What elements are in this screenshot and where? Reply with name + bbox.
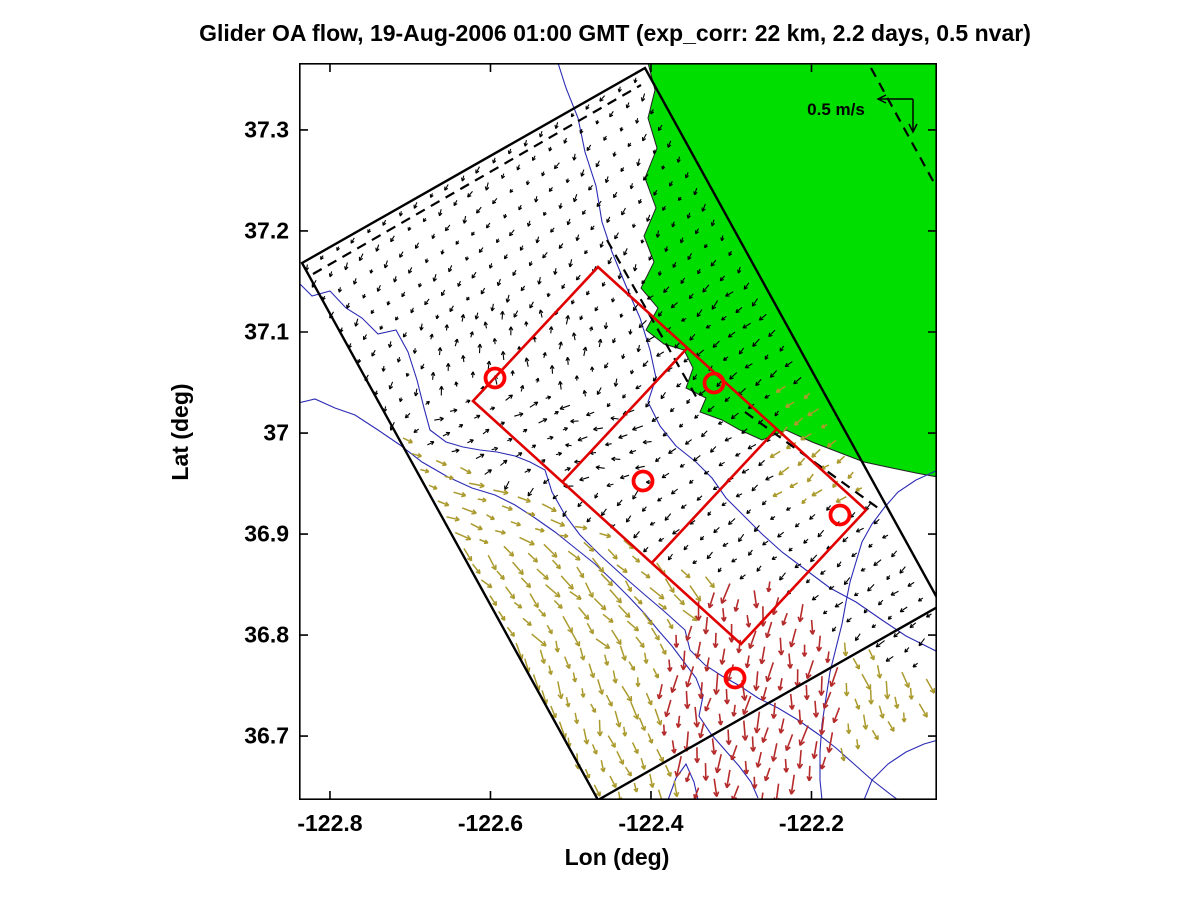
- axes-frame: [299, 63, 937, 800]
- dashed-boundary-line: [744, 411, 879, 509]
- x-tick-label: -122.8: [297, 810, 363, 836]
- glider-box-divider: [561, 347, 689, 483]
- glider-position-marker: [702, 371, 726, 395]
- velocity-scale-label: 0.5 m/s: [807, 100, 865, 119]
- land-polygon: [640, 63, 937, 478]
- x-tick-label: -122.4: [618, 810, 684, 836]
- plot-area: [299, 63, 937, 800]
- glider-position-marker: [828, 503, 852, 527]
- dashed-boundary-line: [606, 239, 699, 401]
- coastline-contour: [667, 762, 699, 800]
- dashed-boundary-line: [870, 67, 937, 191]
- glider-box-divider: [650, 428, 778, 564]
- coastline-contour: [299, 398, 759, 799]
- quiver-field-red: [656, 581, 841, 800]
- glider-position-marker: [723, 666, 747, 690]
- y-tick-label: 37.2: [244, 217, 289, 244]
- map-canvas: [299, 63, 937, 800]
- survey-box: [300, 66, 937, 800]
- coastline-contour: [863, 739, 937, 800]
- glider-position-marker: [483, 366, 507, 390]
- figure-title: Glider OA flow, 19-Aug-2006 01:00 GMT (e…: [199, 20, 1031, 46]
- velocity-scale-arrow: [876, 94, 918, 134]
- y-tick-label: 36.9: [244, 520, 289, 547]
- x-tick-label: -122.6: [457, 810, 524, 836]
- y-axis-label: Lat (deg): [166, 383, 193, 481]
- axis-tick-marks: [300, 64, 936, 799]
- y-tick-label: 37.3: [244, 116, 289, 143]
- glider-position-marker: [631, 469, 655, 493]
- x-axis-label: Lon (deg): [564, 844, 670, 870]
- y-tick-label: 37: [263, 419, 289, 446]
- y-tick-label: 37.1: [244, 318, 289, 345]
- x-tick-label: -122.2: [778, 810, 845, 836]
- y-tick-label: 36.8: [244, 621, 289, 648]
- quiver-field-black: [304, 77, 932, 668]
- quiver-field-yellow: [402, 385, 936, 800]
- dashed-boundary-line: [312, 84, 642, 275]
- y-tick-label: 36.7: [244, 722, 289, 749]
